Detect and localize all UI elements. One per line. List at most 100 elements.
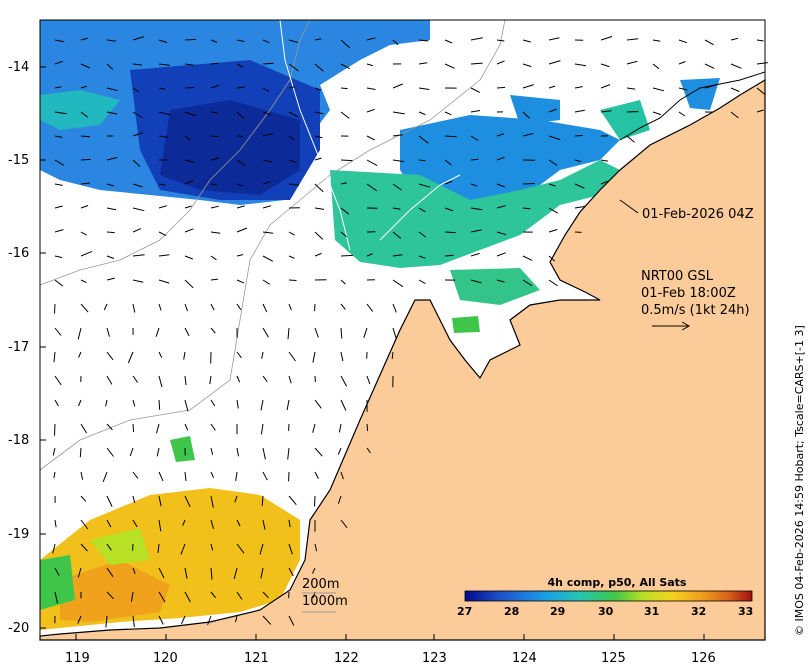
- current-vector: [366, 87, 376, 90]
- current-vector: [366, 159, 378, 167]
- current-vector: [548, 279, 558, 287]
- current-vector: [106, 39, 117, 42]
- lat-label: -17: [8, 340, 30, 355]
- current-vector: [366, 447, 371, 454]
- current-vector: [730, 111, 739, 119]
- current-vector: [262, 39, 270, 44]
- current-vector: [340, 231, 347, 238]
- current-vector: [79, 447, 82, 458]
- current-vector: [392, 183, 402, 191]
- current-vector: [262, 133, 274, 137]
- current-vector: [80, 423, 87, 434]
- current-vector: [207, 615, 212, 625]
- current-vector: [418, 231, 427, 238]
- current-vector: [261, 351, 264, 359]
- current-vector: [132, 399, 136, 407]
- current-vector: [209, 375, 212, 385]
- current-vector: [314, 252, 322, 257]
- current-vector: [366, 423, 369, 432]
- current-vector: [337, 447, 342, 455]
- current-vector: [262, 279, 271, 285]
- current-vector: [496, 205, 506, 209]
- current-vector: [314, 38, 322, 41]
- current-vector: [184, 63, 194, 66]
- lon-label: 126: [691, 651, 716, 666]
- current-vector: [210, 135, 219, 138]
- current-vector: [260, 423, 264, 435]
- current-vector: [80, 543, 88, 552]
- current-vector: [626, 87, 636, 90]
- current-vector: [392, 134, 403, 137]
- current-vector: [574, 205, 586, 209]
- current-vector: [366, 37, 376, 41]
- current-vector: [470, 158, 479, 161]
- current-vector: [184, 495, 191, 508]
- current-vector: [106, 63, 114, 70]
- current-vector: [236, 39, 245, 42]
- current-vector: [314, 207, 325, 210]
- current-vector: [155, 327, 160, 337]
- current-vector: [102, 471, 108, 482]
- current-vector: [496, 39, 505, 42]
- current-vector: [184, 180, 194, 185]
- current-vector: [54, 183, 63, 186]
- current-vector: [314, 87, 322, 91]
- current-vector: [210, 543, 214, 551]
- colorbar-title: 4h comp, p50, All Sats: [547, 576, 687, 589]
- current-vector: [158, 205, 167, 209]
- current-vector: [236, 111, 245, 119]
- current-vector: [288, 183, 300, 186]
- current-vector: [600, 180, 609, 185]
- current-vector: [444, 39, 453, 44]
- current-vector: [288, 303, 292, 311]
- current-vector: [105, 615, 108, 628]
- current-vector: [522, 111, 530, 119]
- current-vector: [54, 111, 67, 115]
- current-vector: [756, 62, 768, 65]
- current-vector: [184, 159, 195, 163]
- current-vector: [156, 447, 160, 457]
- current-vector: [54, 255, 63, 259]
- current-vector: [288, 519, 291, 528]
- current-vector: [80, 111, 89, 118]
- current-vector: [210, 327, 216, 334]
- current-vector: [184, 327, 190, 337]
- isobath-1000-label: 1000m: [302, 594, 348, 609]
- current-vector: [132, 567, 136, 574]
- lon-label: 123: [422, 651, 447, 666]
- current-vector: [54, 567, 60, 576]
- current-vector: [184, 399, 189, 412]
- current-vector: [236, 519, 241, 527]
- current-vector: [158, 303, 162, 311]
- current-vector: [262, 591, 269, 599]
- colorbar-tick: 30: [598, 605, 614, 618]
- current-vector: [392, 39, 399, 46]
- current-vector: [261, 495, 264, 507]
- current-vector: [340, 63, 350, 70]
- current-vector: [77, 327, 82, 340]
- current-vector: [340, 207, 350, 215]
- current-vector: [262, 181, 271, 185]
- current-vector: [183, 351, 186, 360]
- current-vector: [340, 111, 350, 119]
- current-vector: [106, 351, 114, 361]
- current-vector: [158, 254, 170, 257]
- current-vector: [54, 60, 64, 65]
- timestamp-label: 01-Feb-2026 04Z: [642, 207, 754, 222]
- current-vector: [236, 227, 248, 233]
- current-vector: [236, 447, 239, 457]
- current-vector: [522, 84, 534, 89]
- current-vector: [132, 207, 145, 212]
- current-vector: [496, 183, 505, 188]
- current-vector: [418, 39, 429, 42]
- current-vector: [600, 159, 608, 162]
- current-vector: [288, 351, 296, 362]
- current-vector: [127, 351, 134, 364]
- current-vector: [444, 159, 452, 166]
- colorbar-tick: 31: [644, 605, 660, 618]
- current-vector: [418, 111, 426, 116]
- current-vector: [337, 495, 342, 504]
- current-vector: [106, 231, 115, 234]
- current-vector: [470, 207, 483, 211]
